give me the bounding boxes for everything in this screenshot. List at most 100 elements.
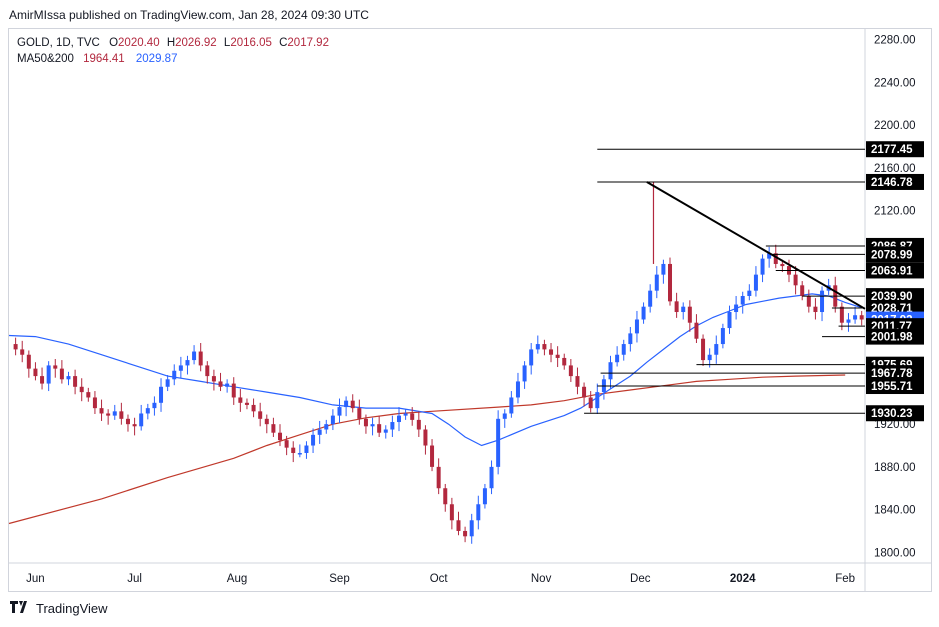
candle-body	[542, 344, 547, 350]
candle-body	[99, 408, 104, 414]
candle-body	[496, 418, 501, 467]
chart-frame	[8, 28, 932, 592]
candle-body	[595, 392, 600, 409]
candle-body	[568, 365, 573, 377]
candle-body	[370, 424, 375, 427]
y-tick-label: 2120.00	[874, 206, 916, 218]
x-tick-label: Nov	[531, 573, 552, 585]
candle-body	[271, 424, 276, 433]
candle-body	[119, 411, 124, 419]
candle-body	[112, 411, 117, 416]
candle-body	[773, 253, 778, 264]
level-label-bg	[866, 328, 924, 345]
candle-body	[244, 402, 249, 405]
low-label: L	[223, 37, 231, 49]
candle-body	[853, 315, 858, 320]
candle-body	[33, 368, 38, 377]
candle-body	[311, 434, 316, 446]
candle-body	[515, 381, 520, 398]
high-value: 2026.92	[175, 37, 217, 49]
y-tick-label: 1880.00	[874, 462, 916, 474]
candle-body	[456, 520, 461, 531]
candle-body	[13, 344, 18, 350]
candle-body	[482, 488, 487, 505]
footer-brand[interactable]: TradingView	[36, 601, 108, 616]
level-label: 1967.78	[871, 368, 913, 380]
ma50-line	[8, 293, 862, 447]
candle-body	[588, 397, 593, 409]
candle-body	[350, 400, 355, 409]
candle-body	[707, 354, 712, 361]
candle-body	[145, 408, 150, 414]
y-tick-label: 2240.00	[874, 77, 916, 89]
candle-body	[423, 429, 428, 446]
candle-body	[403, 413, 408, 416]
candle-body	[205, 365, 210, 377]
candle-body	[430, 445, 435, 467]
candle-body	[582, 386, 587, 398]
candle-body	[549, 349, 554, 355]
candle-body	[284, 440, 289, 448]
x-tick-label: Jun	[26, 573, 45, 585]
candle-body	[575, 376, 580, 387]
tradingview-logo-icon[interactable]	[10, 601, 32, 616]
candle-body	[396, 415, 401, 423]
candle-body	[264, 418, 269, 425]
candle-body	[159, 386, 164, 403]
candle-body	[535, 344, 540, 350]
candle-body	[720, 328, 725, 345]
level-label-bg	[866, 405, 924, 422]
x-tick-label: Sep	[329, 573, 349, 585]
level-label: 2001.98	[871, 332, 913, 344]
candle-body	[522, 365, 527, 382]
candle-body	[278, 432, 283, 441]
candle-body	[46, 365, 51, 384]
level-label-bg	[866, 141, 924, 158]
level-label-bg	[866, 365, 924, 382]
candle-body	[687, 306, 692, 323]
candle-body	[681, 306, 686, 313]
candle-body	[846, 319, 851, 323]
descending-trendline	[646, 181, 866, 310]
candle-body	[806, 296, 811, 307]
ma-legend: MA50&200 1964.41 2029.87	[17, 53, 181, 65]
candle-body	[377, 424, 382, 433]
candle-body	[674, 301, 679, 313]
candle-body	[661, 263, 666, 275]
candle-body	[344, 400, 349, 408]
candle-body	[529, 349, 534, 366]
candle-body	[747, 290, 752, 296]
candle-body	[436, 466, 441, 489]
x-tick-label: Feb	[835, 573, 855, 585]
publisher-header: AmirMIssa published on TradingView.com, …	[9, 8, 369, 22]
candle-body	[390, 422, 395, 430]
candle-body	[767, 253, 772, 259]
candle-body	[225, 383, 230, 387]
candle-body	[152, 402, 157, 409]
low-value: 2016.05	[230, 37, 272, 49]
ma-label[interactable]: MA50&200	[17, 53, 74, 65]
candle-body	[509, 397, 514, 414]
level-label: 2146.78	[871, 177, 913, 189]
candle-body	[211, 376, 216, 382]
symbol-label[interactable]: GOLD, 1D, TVC	[17, 37, 100, 49]
y-tick-label: 1920.00	[874, 419, 916, 431]
candle-body	[337, 407, 342, 416]
candle-body	[734, 304, 739, 313]
x-tick-label: Jul	[127, 573, 142, 585]
y-tick-label: 2200.00	[874, 120, 916, 132]
candle-body	[449, 504, 454, 521]
candle-body	[258, 411, 263, 419]
candle-body	[416, 419, 421, 430]
candle-body	[198, 351, 203, 366]
candle-body	[59, 368, 64, 380]
open-label: O	[109, 37, 119, 49]
level-label: 1930.23	[871, 408, 913, 420]
candle-body	[740, 296, 745, 305]
candle-body	[40, 376, 45, 384]
candle-body	[621, 344, 626, 355]
candle-body	[324, 424, 329, 430]
candle-body	[165, 379, 170, 387]
candle-body	[555, 354, 560, 358]
